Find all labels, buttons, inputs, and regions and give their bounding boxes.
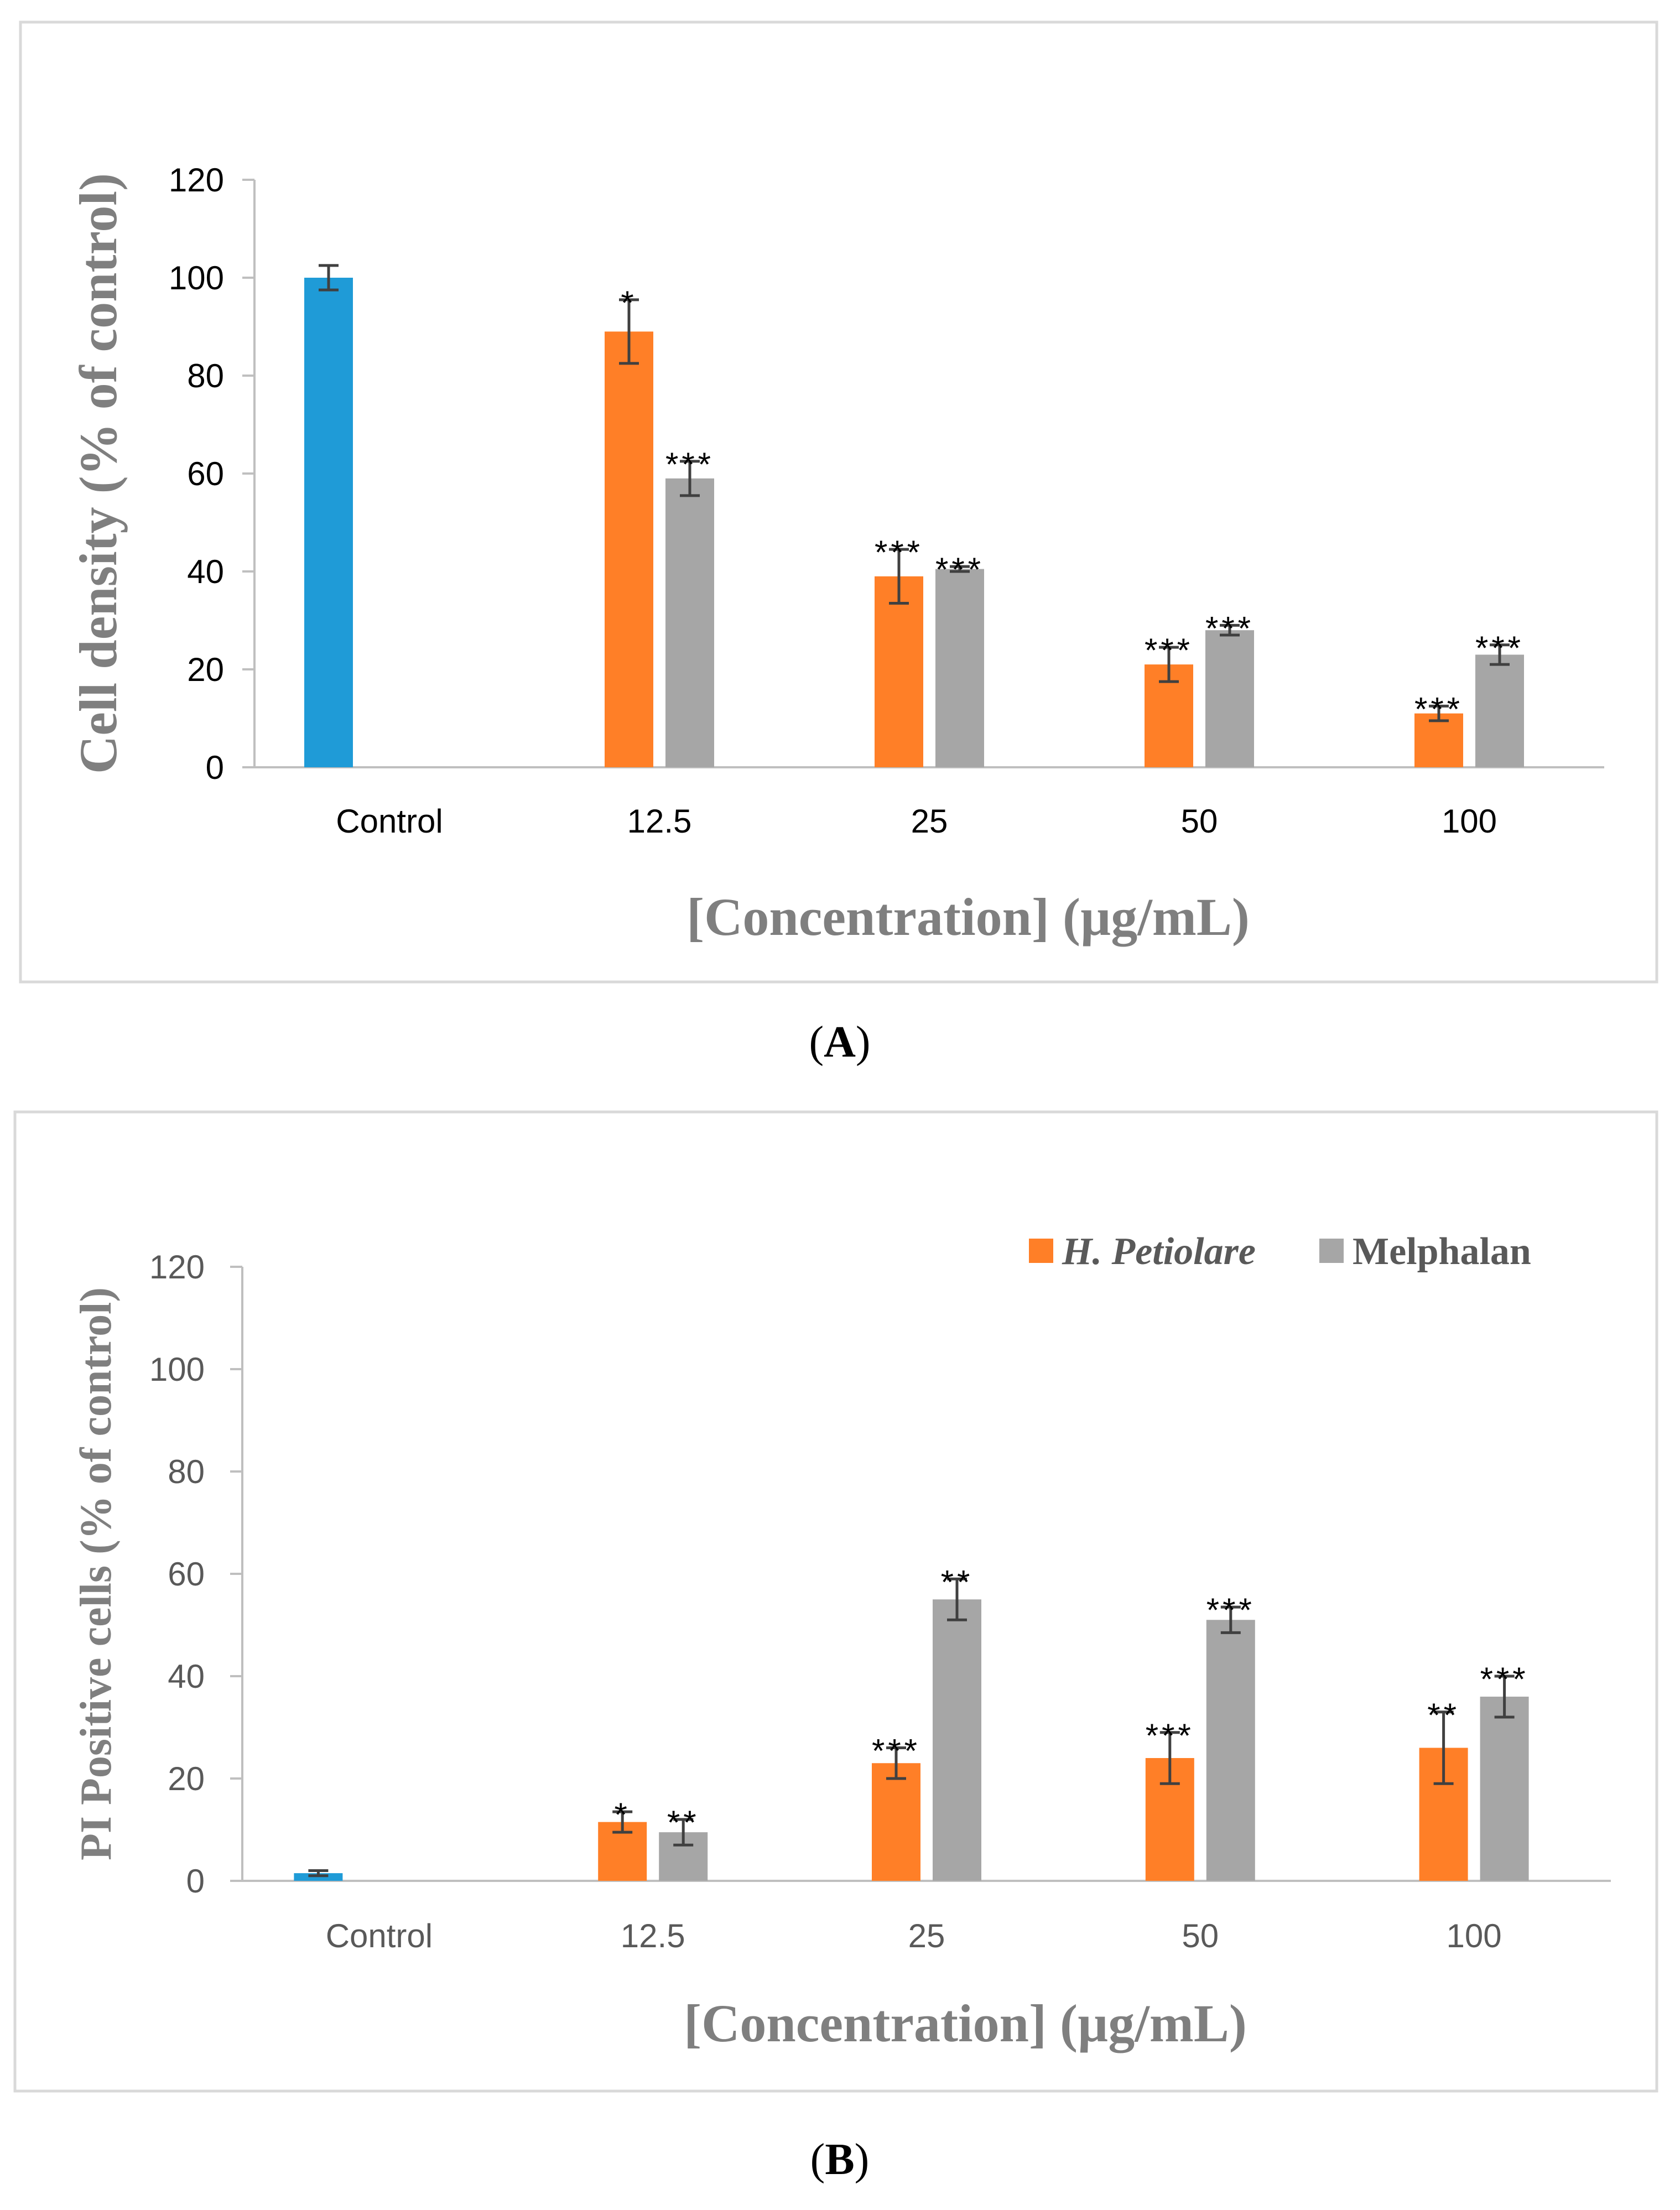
chart-b-y-tick-label: 0 (186, 1863, 205, 1900)
chart-b-y-tick-label: 60 (168, 1556, 205, 1593)
chart-a-significance-label: *** (935, 551, 984, 588)
chart-b-x-tick-label: 100 (1447, 1917, 1502, 1954)
chart-a-x-tick-label: Control (336, 803, 443, 840)
chart-b-y-tick-label: 40 (168, 1658, 205, 1695)
chart-a-bar-h-petiolare (1414, 713, 1463, 767)
chart-b-significance-label: *** (1206, 1592, 1255, 1629)
chart-a-bar-h-petiolare (605, 331, 653, 767)
panel-b-frame (13, 1110, 1658, 2093)
chart-a-significance-label: *** (665, 446, 714, 483)
chart-b-significance-label: *** (1146, 1717, 1194, 1754)
chart-a-bar-control (304, 278, 353, 767)
chart-b-x-tick-label: Control (326, 1917, 433, 1954)
chart-b-significance-label: *** (1480, 1661, 1529, 1698)
chart-a-x-tick-label: 100 (1442, 803, 1497, 840)
legend-swatch-h-petiolare (1029, 1239, 1053, 1263)
chart-a-x-axis-title: [Concentration] (µg/mL) (686, 887, 1250, 947)
chart-a-x-tick-label: 25 (911, 803, 948, 840)
chart-b-y-tick-label: 120 (149, 1249, 205, 1286)
legend-label-h-petiolare: H. Petiolare (1062, 1230, 1256, 1273)
chart-b-bar-melphalan (933, 1599, 981, 1881)
chart-b-significance-label: ** (1427, 1697, 1460, 1734)
chart-b-y-tick-label: 100 (149, 1351, 205, 1388)
chart-a-y-tick-label: 120 (169, 162, 224, 199)
chart-b-y-axis-title: PI Positive cells (% of control) (72, 1287, 121, 1860)
chart-a-y-tick-label: 100 (169, 259, 224, 297)
legend-swatch-melphalan (1319, 1239, 1344, 1263)
chart-a-significance-label: * (621, 284, 637, 321)
chart-a-y-axis-title: Cell density (% of control) (69, 173, 128, 774)
chart-a-significance-label: *** (1205, 610, 1254, 647)
chart-a-bar-melphalan (665, 478, 714, 767)
chart-b-x-tick-label: 50 (1182, 1917, 1219, 1954)
chart-b-x-tick-label: 12.5 (621, 1917, 685, 1954)
chart-b-y-tick-label: 20 (168, 1760, 205, 1797)
chart-a-significance-label: *** (875, 534, 923, 571)
chart-b-significance-label: * (615, 1796, 631, 1833)
chart-a-bar-melphalan (935, 569, 984, 767)
panel-a-label: (A) (809, 1018, 870, 1067)
legend-label-melphalan: Melphalan (1353, 1230, 1531, 1273)
chart-b-significance-label: ** (941, 1563, 974, 1600)
chart-b-bar-h-petiolare (872, 1763, 920, 1881)
chart-a-y-tick-label: 40 (187, 553, 224, 590)
chart-a-bar-melphalan (1205, 630, 1254, 767)
chart-a-significance-label: *** (1145, 632, 1193, 669)
chart-a-x-tick-label: 50 (1181, 803, 1218, 840)
panel-b-label: (B) (810, 2135, 870, 2184)
chart-b-x-tick-label: 25 (908, 1917, 945, 1954)
chart-b-significance-label: ** (667, 1804, 700, 1841)
chart-a-bar-h-petiolare (875, 576, 923, 767)
chart-a-significance-label: *** (1414, 690, 1463, 727)
chart-a-y-tick-label: 0 (206, 749, 224, 786)
chart-b-y-tick-label: 80 (168, 1453, 205, 1490)
chart-a-x-tick-label: 12.5 (627, 803, 692, 840)
chart-b-bar-melphalan (1480, 1697, 1529, 1881)
chart-a-significance-label: *** (1475, 630, 1524, 667)
chart-a-bar-melphalan (1475, 654, 1524, 767)
chart-b-significance-label: *** (872, 1733, 920, 1770)
chart-a-y-tick-label: 80 (187, 357, 224, 394)
chart-a-y-tick-label: 60 (187, 455, 224, 492)
chart-b-bar-melphalan (1206, 1620, 1255, 1881)
chart-b-x-axis-title: [Concentration] (µg/mL) (684, 1994, 1247, 2053)
chart-a-y-tick-label: 20 (187, 651, 224, 688)
panel-a-frame (19, 20, 1658, 984)
